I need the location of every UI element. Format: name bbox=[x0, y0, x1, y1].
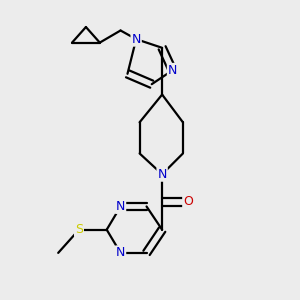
Text: N: N bbox=[116, 200, 125, 213]
Text: N: N bbox=[158, 168, 167, 181]
Text: S: S bbox=[75, 223, 83, 236]
Text: O: O bbox=[183, 196, 193, 208]
Text: N: N bbox=[131, 33, 141, 46]
Text: N: N bbox=[168, 64, 177, 77]
Text: N: N bbox=[116, 246, 125, 260]
